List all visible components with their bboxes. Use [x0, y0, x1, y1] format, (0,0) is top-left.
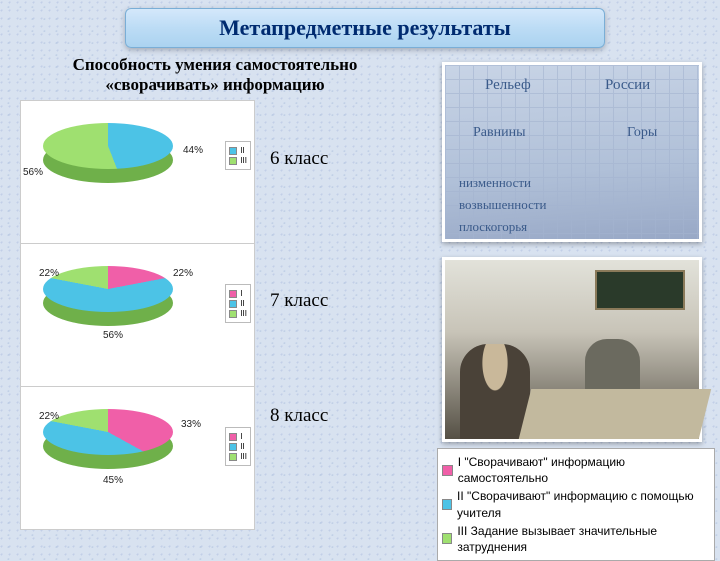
legend-row: II: [229, 299, 247, 308]
handwriting-word: России: [605, 77, 650, 94]
class-label: 6 класс: [270, 148, 328, 170]
page-title: Метапредметные результаты: [219, 15, 511, 41]
slice-label: 22%: [39, 411, 59, 422]
legend-swatch: [229, 157, 237, 165]
legend-text: I "Сворачивают" информацию самостоятельн…: [458, 454, 710, 486]
pie-top: [43, 266, 173, 312]
mini-legend: IIIII: [225, 141, 251, 170]
slice-label: 44%: [183, 145, 203, 156]
handwriting-word: Горы: [627, 125, 657, 141]
legend-row: II: [229, 442, 247, 451]
slice-label: 22%: [39, 268, 59, 279]
slice-label: 45%: [103, 475, 123, 486]
legend-swatch: [229, 310, 237, 318]
legend-text: III Задание вызывает значительные затруд…: [457, 523, 710, 555]
legend-panel: I "Сворачивают" информацию самостоятельн…: [437, 448, 715, 561]
chart-cell: 22%56%22%IIIIII: [21, 244, 254, 387]
handwriting-word: Равнины: [473, 125, 526, 141]
handwriting-word: Рельеф: [485, 77, 531, 94]
handwriting-word: низменности: [459, 175, 531, 191]
legend-swatch: [442, 499, 452, 510]
legend-key: II: [240, 146, 244, 155]
title-bar: Метапредметные результаты: [125, 8, 605, 48]
legend-row: II: [229, 146, 247, 155]
legend-key: I: [240, 432, 242, 441]
pie-top: [43, 409, 173, 455]
chart-cell: 44% 56% IIIII: [21, 101, 254, 244]
chart-cell: 33%45%22%IIIIII: [21, 387, 254, 530]
legend-row: II "Сворачивают" информацию с помощью уч…: [442, 488, 710, 520]
subtitle-line2: «сворачивать» информацию: [105, 75, 324, 94]
pie-top: [43, 123, 173, 169]
legend-row: III: [229, 309, 247, 318]
slice-label: 22%: [173, 268, 193, 279]
mini-legend: IIIIII: [225, 427, 251, 466]
legend-swatch: [229, 290, 237, 298]
subtitle-line1: Способность умения самостоятельно: [73, 55, 358, 74]
legend-swatch: [229, 147, 237, 155]
handwriting-word: возвышенности: [459, 197, 546, 213]
legend-swatch: [229, 443, 237, 451]
legend-key: III: [240, 452, 247, 461]
classroom-photo: [442, 257, 702, 442]
chart-column: 44%56%IIIII22%56%22%IIIIII33%45%22%IIIII…: [20, 100, 255, 530]
legend-key: II: [240, 299, 244, 308]
class-label: 7 класс: [270, 290, 328, 312]
legend-row: I: [229, 432, 247, 441]
legend-row: I: [229, 289, 247, 298]
legend-swatch: [229, 433, 237, 441]
classroom-silhouette: [460, 344, 530, 439]
legend-swatch: [442, 533, 452, 544]
slice-label: 56%: [103, 330, 123, 341]
legend-row: I "Сворачивают" информацию самостоятельн…: [442, 454, 710, 486]
mini-legend: IIIIII: [225, 284, 251, 323]
classroom-board: [595, 270, 685, 310]
legend-row: III Задание вызывает значительные затруд…: [442, 523, 710, 555]
handwriting-word: плоскогорья: [459, 219, 527, 235]
legend-swatch: [229, 300, 237, 308]
slice-label: 33%: [181, 419, 201, 430]
legend-swatch: [229, 453, 237, 461]
class-label: 8 класс: [270, 405, 328, 427]
legend-row: III: [229, 452, 247, 461]
legend-key: III: [240, 309, 247, 318]
legend-key: I: [240, 289, 242, 298]
subtitle: Способность умения самостоятельно «свора…: [30, 55, 400, 96]
legend-key: III: [240, 156, 247, 165]
slice-label: 56%: [23, 167, 43, 178]
legend-swatch: [442, 465, 453, 476]
legend-row: III: [229, 156, 247, 165]
legend-key: II: [240, 442, 244, 451]
classroom-desk: [519, 389, 711, 439]
notebook-photo: Рельеф России Равнины Горы низменности возвыш…: [442, 62, 702, 242]
legend-text: II "Сворачивают" информацию с помощью уч…: [457, 488, 710, 520]
